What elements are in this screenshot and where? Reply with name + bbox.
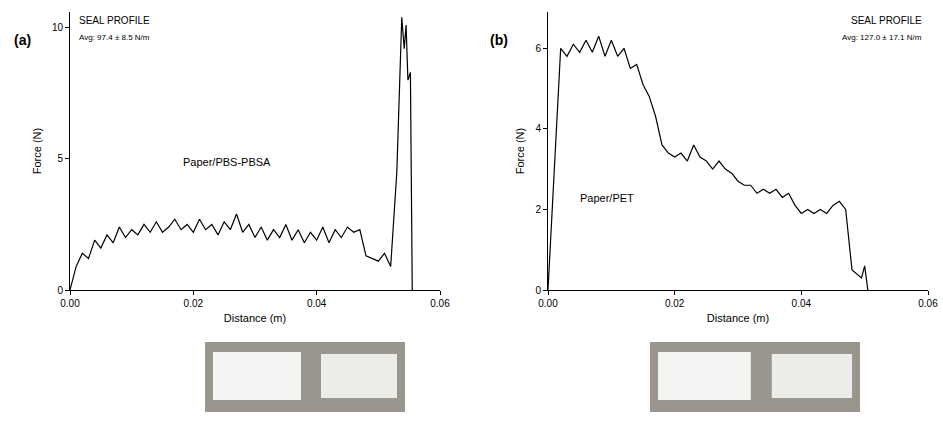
svg-text:SEAL PROFILE: SEAL PROFILE — [79, 15, 150, 26]
svg-text:0.06: 0.06 — [430, 298, 450, 309]
svg-text:Paper/PET: Paper/PET — [580, 192, 634, 204]
svg-text:5: 5 — [57, 153, 63, 164]
svg-text:4: 4 — [535, 123, 541, 134]
svg-text:SEAL PROFILE: SEAL PROFILE — [851, 15, 922, 26]
svg-text:(b): (b) — [490, 32, 508, 48]
svg-text:6: 6 — [535, 43, 541, 54]
svg-text:0.00: 0.00 — [60, 298, 80, 309]
svg-text:(a): (a) — [14, 32, 31, 48]
svg-text:Distance (m): Distance (m) — [707, 312, 769, 324]
svg-text:0.02: 0.02 — [665, 298, 685, 309]
svg-text:0.04: 0.04 — [792, 298, 812, 309]
svg-text:Avg: 127.0 ± 17.1 N/m: Avg: 127.0 ± 17.1 N/m — [842, 33, 922, 42]
svg-text:0.00: 0.00 — [538, 298, 558, 309]
svg-text:Avg: 97.4 ± 8.5 N/m: Avg: 97.4 ± 8.5 N/m — [79, 33, 150, 42]
svg-text:0: 0 — [57, 285, 63, 296]
svg-text:0.04: 0.04 — [307, 298, 327, 309]
svg-text:2: 2 — [535, 204, 541, 215]
svg-text:Distance (m): Distance (m) — [224, 312, 286, 324]
svg-text:0.06: 0.06 — [918, 298, 938, 309]
svg-text:Force (N): Force (N) — [31, 128, 43, 174]
svg-text:0.02: 0.02 — [184, 298, 204, 309]
svg-text:Force (N): Force (N) — [514, 128, 526, 174]
svg-text:Paper/PBS-PBSA: Paper/PBS-PBSA — [183, 156, 271, 168]
svg-text:10: 10 — [52, 22, 64, 33]
svg-text:0: 0 — [535, 285, 541, 296]
